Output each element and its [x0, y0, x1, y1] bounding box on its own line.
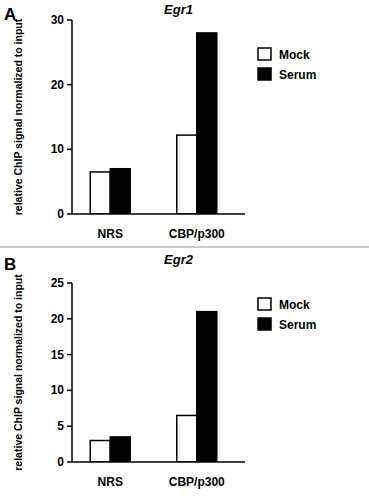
bar	[197, 33, 217, 214]
x-tick-label: NRS	[98, 227, 123, 241]
y-tick	[67, 461, 72, 463]
y-axis	[71, 283, 73, 462]
y-tick-label: 10	[51, 142, 65, 156]
legend-label: Mock	[279, 298, 310, 312]
y-tick-label: 30	[51, 13, 65, 27]
bar	[90, 172, 110, 214]
y-tick-label: 0	[57, 207, 64, 221]
bar	[110, 169, 130, 214]
legend-swatch	[258, 48, 271, 60]
y-tick	[67, 354, 72, 356]
legend-swatch	[258, 298, 271, 310]
x-tick-label: CBP/p300	[169, 475, 225, 489]
y-axis-label: relative ChIP signal normalized to input	[12, 274, 24, 471]
y-tick	[67, 149, 72, 151]
legend-swatch	[258, 318, 271, 330]
title: Egr2	[164, 252, 194, 267]
legend-swatch	[258, 68, 271, 80]
bar	[110, 437, 130, 462]
y-tick	[67, 318, 72, 320]
y-axis	[71, 20, 73, 214]
bar	[177, 135, 197, 214]
y-tick	[67, 84, 72, 86]
y-tick-label: 5	[57, 419, 64, 433]
x-axis	[72, 213, 245, 215]
y-axis-label: relative ChIP signal normalized to input	[12, 18, 24, 215]
bar	[177, 415, 197, 462]
y-tick-label: 25	[51, 276, 65, 290]
y-tick-label: 15	[51, 348, 65, 362]
bar	[90, 441, 110, 462]
legend-label: Serum	[279, 68, 316, 82]
x-tick-label: NRS	[98, 475, 123, 489]
panel: AEgr1relative ChIP signal normalized to …	[4, 2, 316, 241]
panel: B Egr2 relative ChIP signal normalized to …	[4, 252, 316, 489]
y-tick	[67, 390, 72, 392]
y-tick-label: 10	[51, 383, 65, 397]
y-tick	[67, 425, 72, 427]
y-tick	[67, 282, 72, 284]
legend-label: Serum	[279, 318, 316, 332]
figure: AEgr1relative ChIP signal normalized to …	[0, 0, 369, 500]
panel-label: B	[4, 255, 16, 274]
bars	[90, 312, 217, 462]
y-tick-label: 20	[51, 78, 65, 92]
panel-divider	[0, 247, 369, 248]
y-tick	[67, 19, 72, 21]
y-tick-label: 20	[51, 312, 65, 326]
legend: Mock Serum	[258, 48, 316, 82]
legend: Mock Serum	[258, 298, 316, 332]
bar	[197, 312, 217, 462]
y-tick	[67, 213, 72, 215]
title: Egr1	[164, 2, 193, 17]
bars	[90, 33, 217, 214]
legend-label: Mock	[279, 48, 310, 62]
y-tick-label: 0	[57, 455, 64, 469]
x-axis	[72, 461, 245, 463]
x-tick-label: CBP/p300	[169, 227, 225, 241]
